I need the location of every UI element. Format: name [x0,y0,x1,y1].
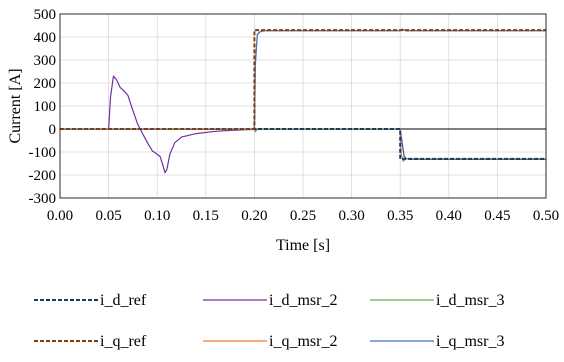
y-axis-ticks: 500 400 300 200 100 0 -100 -200 -300 [29,7,57,207]
legend-label: i_d_msr_3 [436,292,504,309]
grid-lines [59,13,547,199]
y-tick-label: 100 [34,99,57,115]
x-tick-label: 0.15 [193,208,219,224]
y-tick-label: 500 [34,7,57,23]
x-tick-label: 0.20 [241,208,267,224]
x-tick-label: 0.00 [47,208,73,224]
x-tick-label: 0.35 [387,208,413,224]
x-axis-label: Time [s] [276,237,330,254]
legend-label: i_q_msr_3 [436,333,504,350]
x-tick-label: 0.10 [144,208,170,224]
series-lines [60,28,546,174]
series-line-i-q-msr-3 [60,28,546,130]
x-tick-label: 0.45 [484,208,510,224]
x-tick-label: 0.40 [436,208,462,224]
series-line-i-q-ref [60,29,546,130]
y-tick-label: 0 [49,122,57,138]
legend-label: i_d_ref [100,292,147,309]
legend-label: i_q_ref [100,333,147,350]
y-tick-label: -300 [29,191,57,207]
x-tick-label: 0.30 [338,208,364,224]
y-tick-label: -100 [29,145,57,161]
legend-label: i_q_msr_2 [269,333,337,350]
legend-label: i_d_msr_2 [269,292,337,309]
x-tick-label: 0.25 [290,208,316,224]
y-tick-label: 400 [34,30,57,46]
y-tick-label: 300 [34,53,57,69]
legend: i_d_ref i_d_msr_2 i_d_msr_3 i_q_ref i_q_msr_… [34,292,504,350]
x-tick-label: 0.05 [95,208,121,224]
y-tick-label: -200 [29,168,57,184]
x-tick-label: 0.50 [533,208,559,224]
y-tick-label: 200 [34,76,57,92]
x-axis-ticks: 0.00 0.05 0.10 0.15 0.20 0.25 0.30 0.35 0.40 0.45… [47,208,559,224]
y-axis-label: Current [A] [7,68,24,143]
plot-area-border [59,13,547,199]
